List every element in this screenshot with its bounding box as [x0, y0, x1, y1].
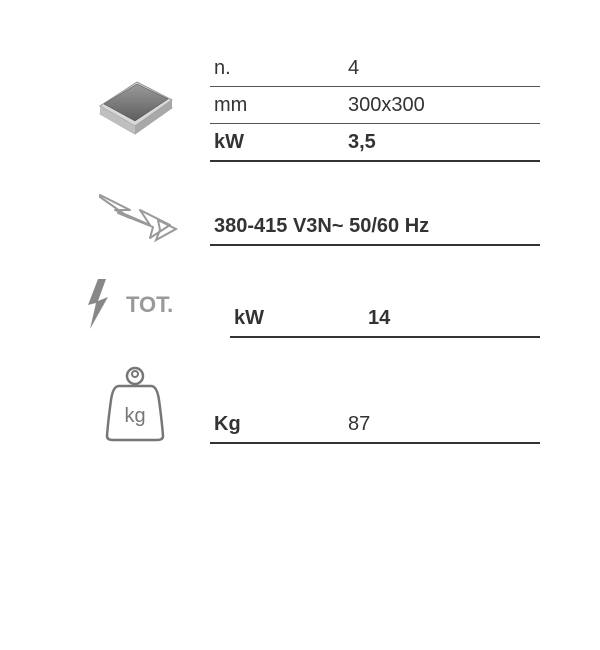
kg-icon-text: kg: [124, 405, 145, 427]
value-mm: 300x300: [344, 94, 540, 117]
plate-icon: [60, 50, 210, 162]
section-electrical: 380-415 V3N~ 50/60 Hz: [60, 180, 540, 250]
label-mm: mm: [210, 94, 344, 117]
value-n: 4: [344, 57, 540, 80]
table-row: n. 4: [210, 50, 540, 87]
tot-label: TOT.: [126, 292, 173, 318]
lightning-arrow-icon: [60, 180, 210, 250]
section-total: TOT. kW 14: [60, 272, 540, 338]
value-kg: 87: [344, 413, 540, 436]
table-row: kW 14: [230, 300, 540, 338]
label-tot-kw: kW: [230, 307, 364, 330]
total-icon: TOT.: [60, 272, 230, 338]
weight-icon: kg: [60, 360, 210, 450]
table-row: 380-415 V3N~ 50/60 Hz: [210, 208, 540, 246]
table-row: Kg 87: [210, 406, 540, 444]
section-plate: n. 4 mm 300x300 kW 3,5: [60, 50, 540, 162]
value-tot-kw: 14: [364, 307, 540, 330]
spec-table: n. 4 mm 300x300 kW 3,5 380-415 V3N~ 50/6…: [60, 50, 540, 450]
value-kw: 3,5: [344, 131, 540, 154]
label-n: n.: [210, 57, 344, 80]
section-weight: kg Kg 87: [60, 360, 540, 450]
table-row: kW 3,5: [210, 124, 540, 162]
table-row: mm 300x300: [210, 87, 540, 124]
label-kw: kW: [210, 131, 344, 154]
electrical-spec: 380-415 V3N~ 50/60 Hz: [210, 215, 540, 238]
label-kg: Kg: [210, 413, 344, 436]
